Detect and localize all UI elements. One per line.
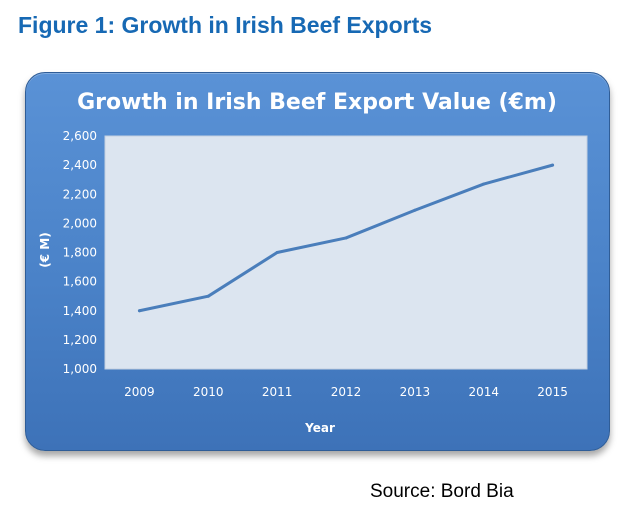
plot-area bbox=[104, 135, 588, 370]
x-tick-label: 2015 bbox=[537, 385, 568, 399]
x-tick-label: 2012 bbox=[331, 385, 362, 399]
data-points bbox=[137, 163, 555, 313]
x-tick-label: 2010 bbox=[193, 385, 224, 399]
x-tick-label: 2011 bbox=[262, 385, 293, 399]
y-tick-label: 2,400 bbox=[63, 158, 97, 172]
x-tick-label: 2009 bbox=[124, 385, 155, 399]
y-tick-label: 2,200 bbox=[63, 187, 97, 201]
y-tick-label: 1,600 bbox=[63, 275, 97, 289]
source-note: Source: Bord Bia bbox=[370, 481, 514, 502]
chart-title: Growth in Irish Beef Export Value (€m) bbox=[77, 90, 557, 115]
figure-heading: Figure 1: Growth in Irish Beef Exports bbox=[18, 12, 433, 38]
data-point bbox=[551, 163, 555, 167]
data-point bbox=[206, 294, 210, 298]
data-point bbox=[275, 251, 279, 254]
data-point bbox=[344, 236, 348, 240]
y-tick-label: 1,200 bbox=[63, 333, 97, 347]
y-axis-ticks: 1,000 1,200 1,400 1,600 1,800 2,000 2,200 2,400… bbox=[63, 129, 97, 376]
data-point bbox=[482, 182, 486, 186]
y-tick-label: 1,800 bbox=[63, 246, 97, 260]
y-tick-label: 1,400 bbox=[63, 304, 97, 318]
data-point bbox=[137, 309, 141, 313]
y-axis-title: (€ M) bbox=[38, 232, 52, 267]
x-axis-title: Year bbox=[304, 421, 335, 435]
x-tick-label: 2013 bbox=[400, 385, 431, 399]
data-point bbox=[413, 208, 417, 212]
y-tick-label: 2,600 bbox=[63, 129, 97, 143]
y-tick-label: 2,000 bbox=[63, 216, 97, 230]
x-tick-label: 2014 bbox=[468, 385, 499, 399]
y-tick-label: 1,000 bbox=[63, 362, 97, 376]
x-axis-ticks: 2009 2010 2011 2012 2013 2014 2015 bbox=[124, 385, 568, 399]
